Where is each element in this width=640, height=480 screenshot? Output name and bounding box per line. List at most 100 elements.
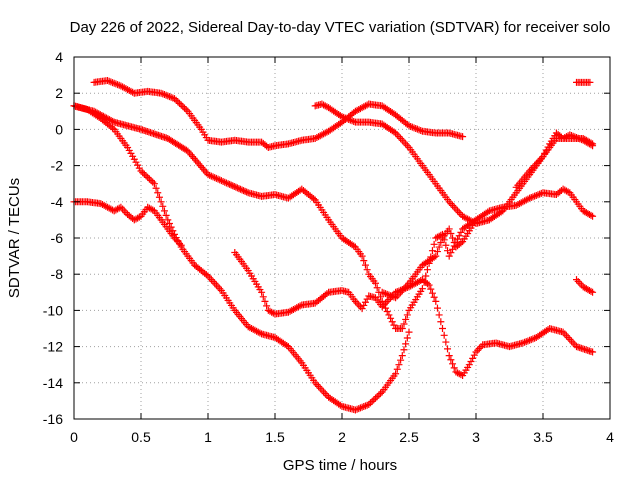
data-point (395, 361, 403, 369)
data-point (356, 303, 364, 311)
data-point (135, 213, 143, 221)
data-point (422, 272, 430, 280)
x-tick-label: 2.5 (399, 429, 419, 445)
data-point (350, 242, 358, 250)
data-point (162, 91, 170, 99)
data-point (428, 247, 436, 255)
data-point (212, 174, 220, 182)
data-point (573, 276, 580, 284)
data-point (576, 279, 584, 287)
data-point (407, 122, 415, 130)
data-point (240, 187, 248, 195)
data-point (544, 143, 552, 151)
data-point (521, 338, 529, 346)
data-point (415, 126, 423, 134)
data-point (171, 95, 178, 103)
data-point (447, 200, 455, 208)
data-point (440, 331, 448, 339)
data-point (162, 211, 170, 219)
data-point (385, 291, 393, 299)
data-point (104, 77, 111, 85)
data-point (437, 239, 445, 247)
data-point (343, 115, 351, 123)
data-point (219, 177, 227, 185)
data-point (202, 271, 210, 279)
data-point (387, 292, 395, 300)
data-point (152, 184, 160, 192)
data-point (372, 279, 379, 287)
data-point (155, 193, 163, 201)
data-point (398, 136, 406, 144)
data-point (484, 208, 492, 216)
data-point (470, 351, 478, 359)
x-tick-label: 1 (204, 429, 212, 445)
data-point (418, 285, 426, 293)
data-point (587, 287, 595, 295)
data-point (382, 290, 390, 298)
y-tick-label: -6 (51, 230, 64, 246)
data-point (527, 165, 535, 173)
data-point (405, 328, 413, 336)
data-point (159, 202, 167, 210)
data-point (373, 284, 381, 292)
data-point (566, 335, 574, 343)
data-point (566, 131, 574, 139)
data-point (377, 389, 385, 397)
data-point (235, 185, 243, 193)
data-point (472, 348, 480, 356)
data-point (355, 405, 363, 413)
data-point (393, 365, 401, 373)
data-point (201, 167, 209, 175)
x-axis-label: GPS time / hours (283, 457, 397, 474)
data-point (195, 160, 203, 168)
data-point (430, 253, 438, 261)
y-tick-label: -8 (51, 266, 64, 282)
data-point (338, 113, 346, 121)
data-point (137, 167, 145, 175)
data-point (542, 146, 550, 154)
data-point (531, 192, 539, 200)
data-point (449, 201, 457, 209)
data-point (529, 193, 537, 201)
y-tick-label: -14 (43, 375, 63, 391)
data-point (221, 178, 229, 186)
data-point (351, 406, 359, 414)
data-point (403, 142, 411, 150)
data-point (361, 402, 369, 410)
data-point (259, 293, 267, 301)
data-point (573, 134, 580, 142)
y-tick-label: -10 (43, 302, 63, 318)
data-point (403, 334, 411, 342)
series-trace-6 (231, 248, 597, 380)
data-point (119, 205, 127, 213)
data-point (398, 352, 406, 360)
data-point (524, 195, 532, 203)
y-tick-label: 0 (55, 121, 63, 137)
data-point (134, 214, 142, 222)
y-tick-label: 2 (55, 85, 63, 101)
data-point (130, 155, 138, 163)
data-point (236, 185, 244, 193)
data-point (164, 92, 172, 100)
data-point (258, 288, 266, 296)
data-point (93, 109, 101, 117)
data-point (102, 114, 110, 122)
data-point (410, 124, 418, 132)
data-point (296, 302, 304, 310)
data-point (196, 162, 204, 170)
data-point (222, 179, 230, 187)
series-trace-8 (512, 129, 597, 191)
data-point (392, 370, 400, 378)
data-point (449, 360, 457, 368)
data-point (318, 386, 326, 394)
data-point (182, 106, 190, 114)
x-tick-label: 2 (338, 429, 346, 445)
data-point (559, 328, 567, 336)
data-point (454, 207, 462, 215)
data-point (423, 280, 431, 288)
data-point (534, 191, 542, 199)
data-point (527, 336, 535, 344)
data-point (586, 78, 594, 86)
data-point (387, 314, 395, 322)
data-point (214, 175, 222, 183)
